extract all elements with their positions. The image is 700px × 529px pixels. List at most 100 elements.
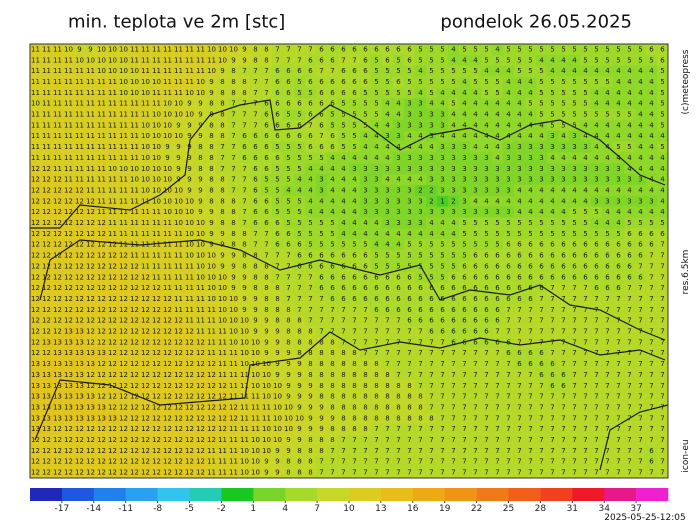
grid-cell [624,315,636,327]
grid-value: 4 [594,154,599,162]
grid-cell [580,228,592,240]
grid-cell [151,217,163,229]
grid-value: 7 [627,425,631,433]
grid-value: 8 [341,393,345,401]
grid-cell [118,315,130,327]
grid-cell [239,228,251,240]
grid-cell [635,206,647,218]
grid-value: 4 [550,186,555,194]
grid-value: 4 [550,67,555,75]
grid-cell [448,44,460,56]
grid-value: 7 [231,154,235,162]
grid-cell [382,119,394,132]
grid-cell [415,304,427,316]
grid-value: 6 [341,78,346,86]
grid-value: 6 [242,132,247,140]
grid-cell [261,98,273,110]
grid-value: 7 [649,252,653,260]
grid-cell [459,54,471,66]
grid-cell [107,369,119,381]
grid-value: 7 [286,262,290,270]
grid-cell [404,109,416,121]
grid-value: 8 [264,56,268,64]
grid-value: 6 [473,306,478,314]
grid-value: 9 [275,328,279,336]
grid-cell [250,347,262,359]
grid-value: 8 [308,360,312,368]
grid-cell [624,293,636,305]
grid-cell [569,44,581,56]
grid-cell [393,293,405,305]
grid-cell [481,65,493,77]
grid-value: 12 [119,403,128,411]
grid-value: 12 [141,306,150,314]
grid-cell [173,282,185,294]
grid-value: 6 [517,295,522,303]
grid-value: 12 [207,403,216,411]
grid-cell [74,163,86,175]
grid-value: 13 [53,414,62,422]
grid-cell [305,206,317,218]
grid-value: 7 [451,371,455,379]
grid-value: 4 [550,56,555,64]
grid-value: 11 [174,295,183,303]
grid-value: 7 [506,469,510,477]
grid-value: 3 [418,154,422,162]
grid-value: 5 [297,154,301,162]
grid-value: 8 [220,208,224,216]
grid-cell [173,326,185,338]
grid-value: 4 [561,208,566,216]
grid-value: 12 [130,317,139,325]
grid-cell [162,228,174,240]
grid-value: 8 [220,89,224,97]
grid-value: 8 [418,403,422,411]
grid-cell [448,130,460,142]
grid-value: 5 [572,100,576,108]
grid-cell [239,217,251,229]
grid-cell [448,217,460,229]
grid-value: 8 [275,317,279,325]
grid-cell [52,293,64,305]
grid-value: 13 [97,414,106,422]
grid-value: 4 [374,121,379,129]
grid-value: 11 [97,78,106,86]
grid-value: 7 [484,403,488,411]
grid-value: 5 [550,121,554,129]
grid-value: 5 [616,56,620,64]
grid-value: 5 [407,241,411,249]
grid-cell [580,336,592,349]
grid-cell [30,109,42,121]
grid-cell [404,293,416,305]
grid-value: 8 [220,132,224,140]
grid-cell [437,141,449,153]
grid-cell [250,195,262,208]
grid-cell [459,87,471,99]
grid-cell [448,87,460,99]
grid-value: 6 [308,78,313,86]
grid-value: 7 [649,349,653,357]
grid-value: 11 [130,100,139,108]
grid-cell [459,304,471,316]
grid-value: 7 [473,447,477,455]
grid-value: 7 [396,436,400,444]
grid-value: 6 [253,143,258,151]
grid-cell [217,228,229,240]
grid-value: 9 [286,360,290,368]
grid-value: 11 [229,360,238,368]
grid-cell [437,119,449,132]
grid-cell [283,119,295,132]
grid-cell [481,228,493,240]
grid-value: 12 [53,317,62,325]
grid-cell [107,174,119,186]
grid-cell [305,76,317,88]
grid-cell [371,98,383,110]
grid-value: 9 [220,252,224,260]
grid-cell [30,44,42,56]
grid-cell [657,315,669,327]
grid-value: 3 [440,121,444,129]
grid-value: 12 [141,295,150,303]
grid-value: 5 [308,219,312,227]
grid-cell [426,358,438,370]
grid-cell [74,65,86,77]
grid-value: 10 [207,273,216,281]
